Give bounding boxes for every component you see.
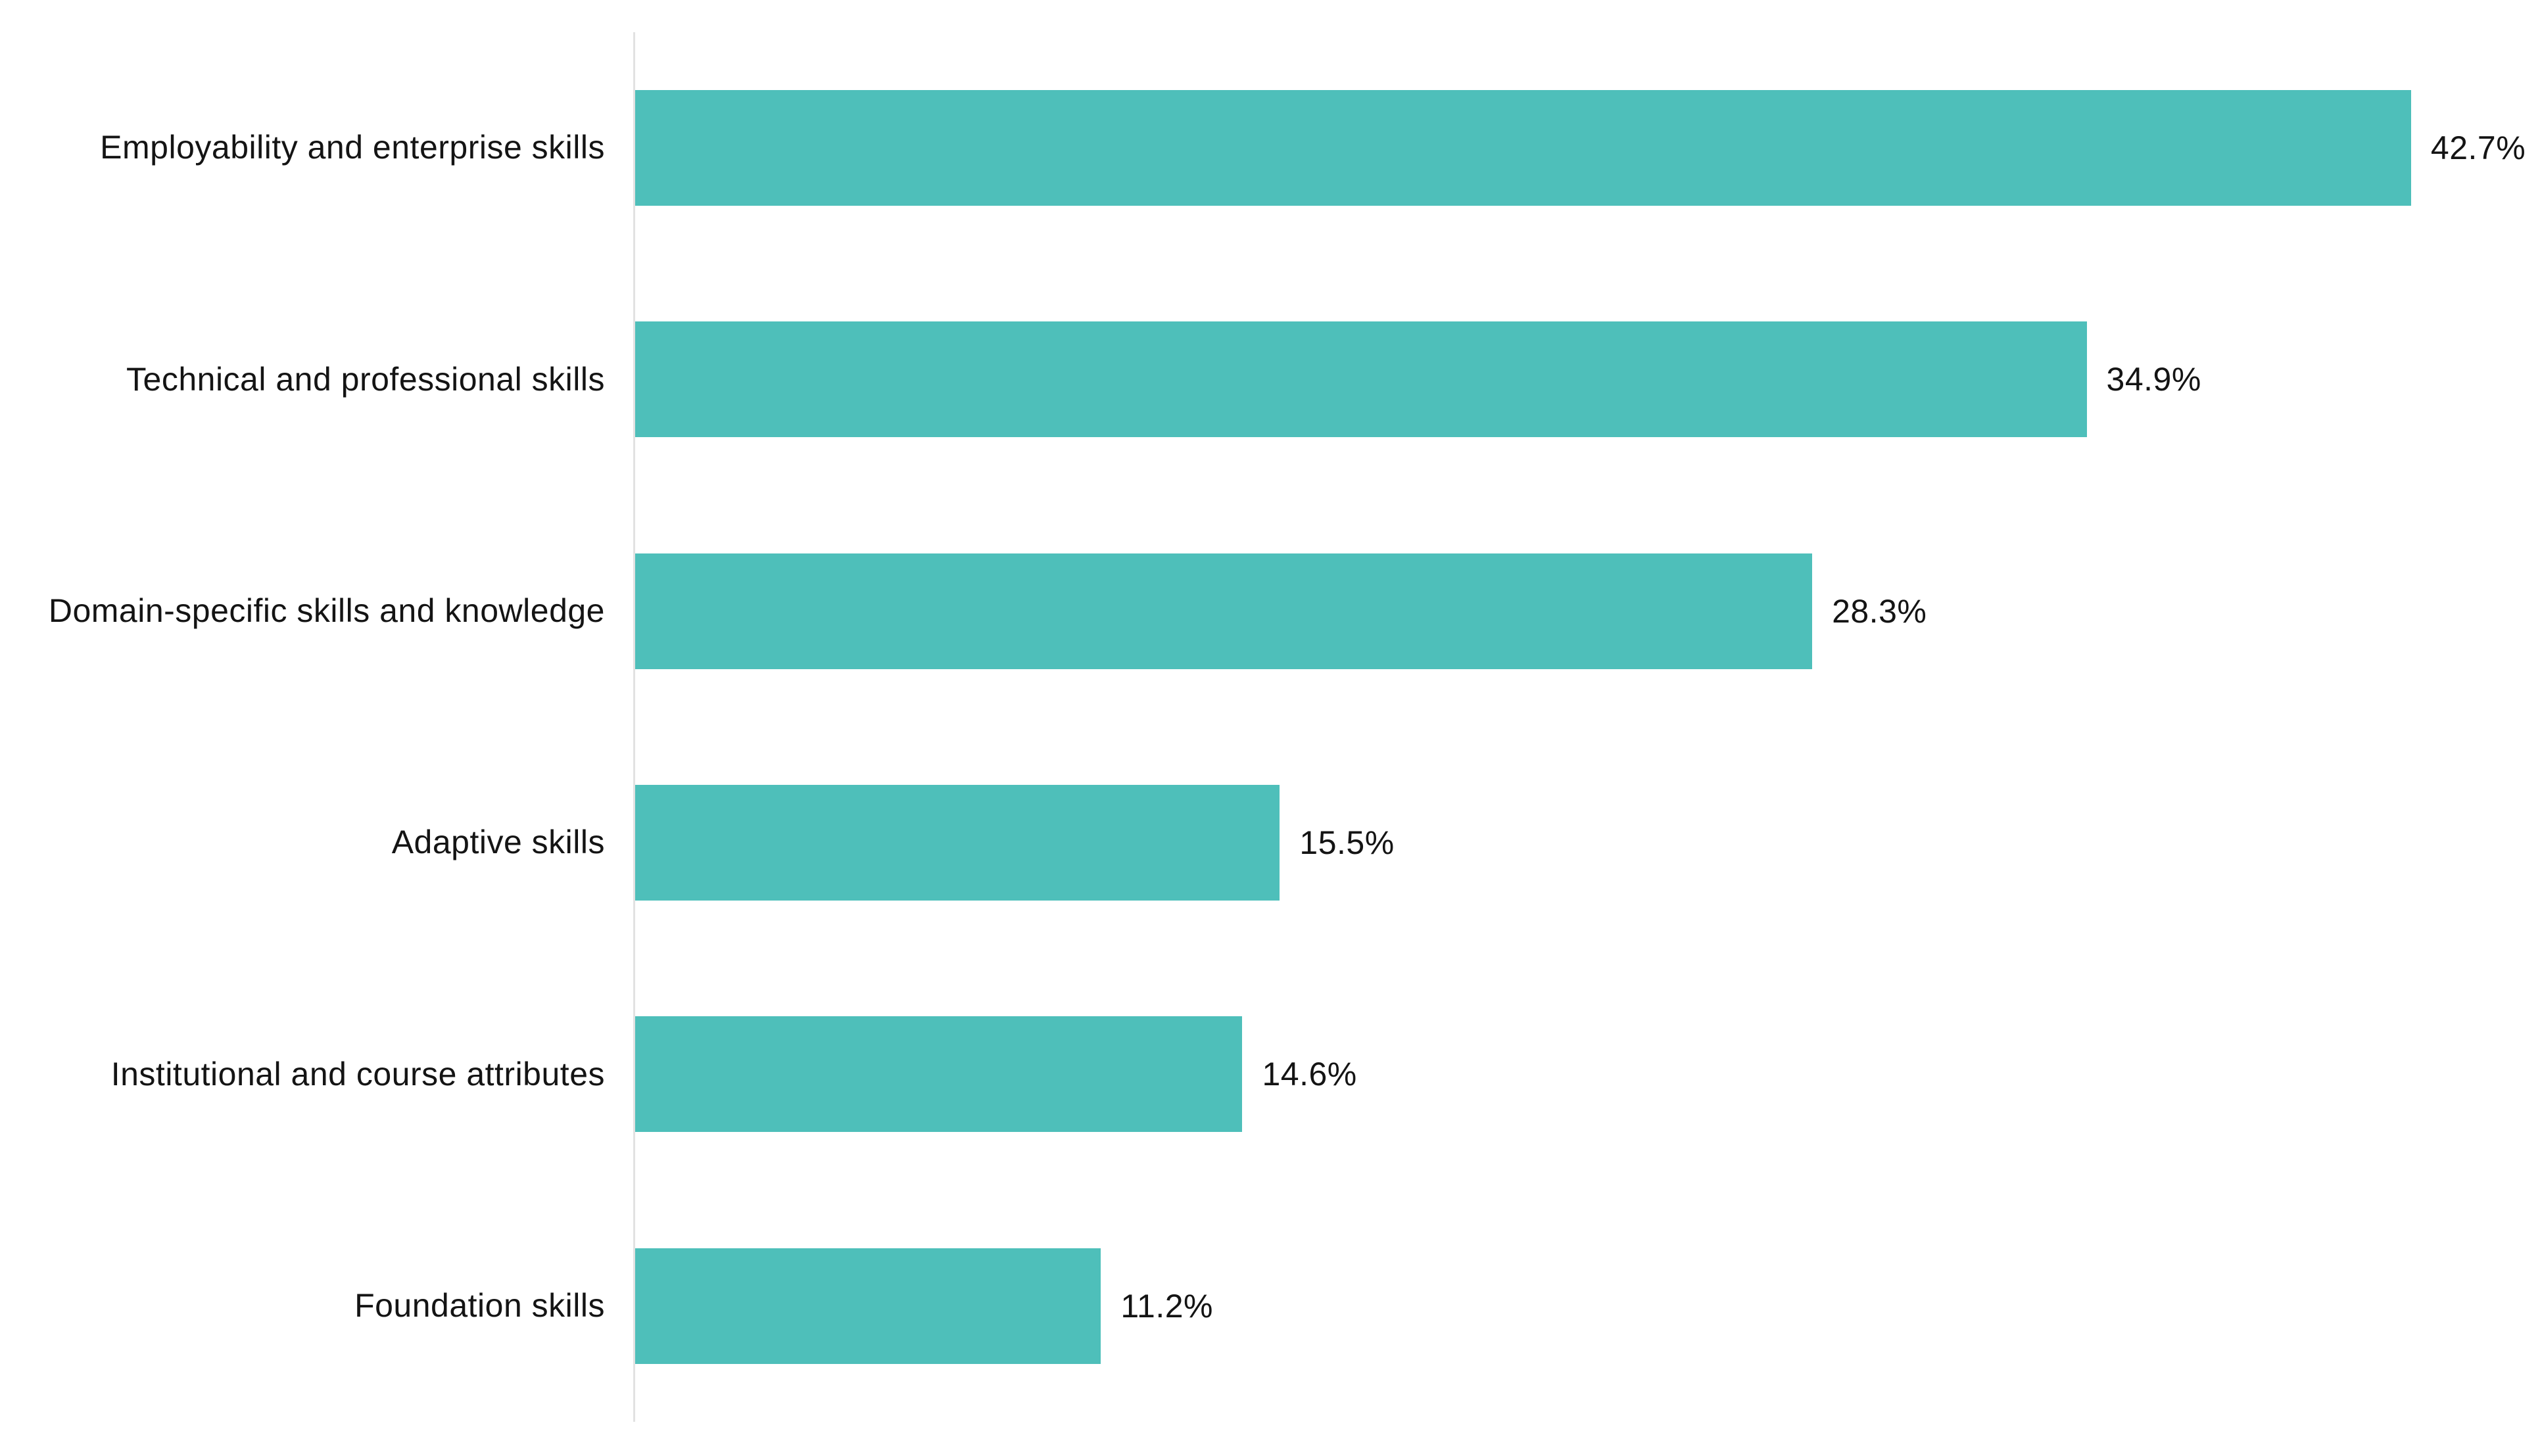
bar-row: Employability and enterprise skills 42.7… xyxy=(0,32,2540,264)
bar-row: Institutional and course attributes 14.6… xyxy=(0,958,2540,1190)
bar-row: Domain-specific skills and knowledge 28.… xyxy=(0,496,2540,727)
category-label: Employability and enterprise skills xyxy=(100,129,605,166)
bar-track: 34.9% xyxy=(635,321,2540,438)
bar xyxy=(635,785,1280,901)
plot-area: Employability and enterprise skills 42.7… xyxy=(0,32,2540,1422)
bar-track: 15.5% xyxy=(635,785,2540,901)
bar-track: 42.7% xyxy=(635,90,2540,206)
category-label: Institutional and course attributes xyxy=(110,1055,605,1092)
bar xyxy=(635,90,2411,206)
bar-track: 28.3% xyxy=(635,553,2540,669)
bar xyxy=(635,1016,1243,1133)
bar-track: 11.2% xyxy=(635,1248,2540,1364)
value-label: 42.7% xyxy=(2430,129,2526,167)
value-label: 15.5% xyxy=(1299,824,1395,862)
bar-track: 14.6% xyxy=(635,1016,2540,1133)
category-label: Foundation skills xyxy=(354,1287,605,1325)
value-label: 34.9% xyxy=(2106,361,2201,398)
bar xyxy=(635,553,1813,669)
bar xyxy=(635,1248,1101,1364)
category-label: Adaptive skills xyxy=(391,824,605,861)
category-label: Domain-specific skills and knowledge xyxy=(48,592,605,630)
category-label: Technical and professional skills xyxy=(126,360,605,398)
bar-row: Technical and professional skills 34.9% xyxy=(0,264,2540,495)
value-label: 14.6% xyxy=(1262,1056,1357,1093)
value-label: 28.3% xyxy=(1832,592,1927,630)
value-label: 11.2% xyxy=(1120,1287,1213,1325)
bar-row: Adaptive skills 15.5% xyxy=(0,727,2540,958)
bar-row: Foundation skills 11.2% xyxy=(0,1190,2540,1422)
y-axis-line xyxy=(633,32,635,1422)
bar xyxy=(635,321,2087,438)
